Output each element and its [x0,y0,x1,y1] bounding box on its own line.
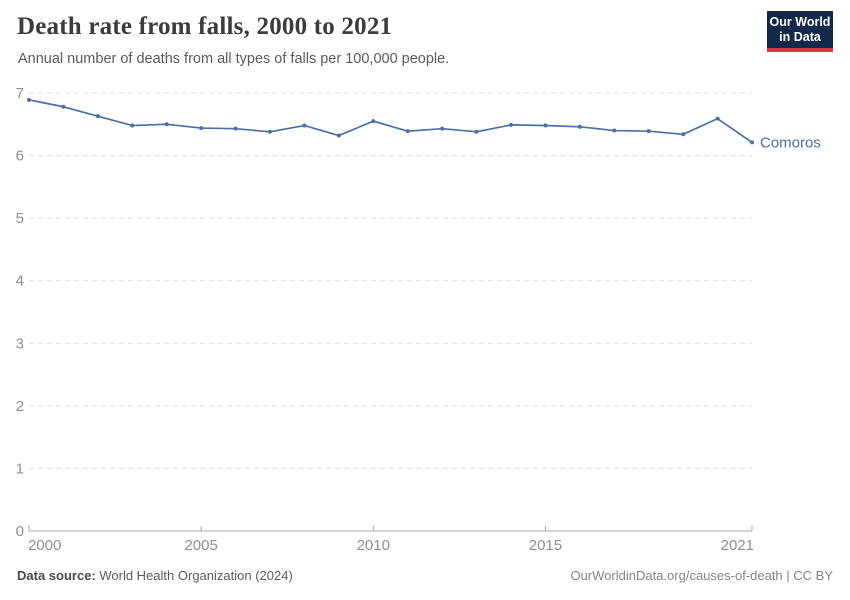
y-tick-label: 5 [16,210,24,227]
data-source-value: World Health Organization (2024) [95,568,293,583]
x-tick-label: 2021 [721,537,754,554]
chart-subtitle: Annual number of deaths from all types o… [18,51,450,67]
data-point[interactable] [715,116,720,121]
y-tick-label: 2 [16,398,24,415]
data-point[interactable] [164,122,169,127]
y-tick-label: 6 [16,148,24,165]
data-point[interactable] [199,126,204,131]
chart-footer: Data source: World Health Organization (… [17,568,833,583]
data-point[interactable] [95,114,100,119]
owid-logo-text: Our World in Data [767,11,833,48]
data-point[interactable] [543,123,548,128]
data-point[interactable] [405,129,410,134]
y-tick-label: 4 [16,273,24,290]
y-tick-label: 0 [16,523,24,540]
data-source-label: Data source: [17,568,96,583]
data-point[interactable] [130,123,135,128]
data-point[interactable] [681,132,686,137]
attribution-link[interactable]: OurWorldinData.org/causes-of-death | CC … [570,568,833,583]
y-tick-label: 1 [16,460,24,477]
owid-logo-red-bar [767,48,833,52]
data-point[interactable] [233,126,238,131]
data-point[interactable] [612,128,617,133]
data-point[interactable] [61,104,66,109]
x-tick-label: 2005 [184,537,217,554]
chart-title: Death rate from falls, 2000 to 2021 [17,13,393,40]
data-point[interactable] [302,123,307,128]
data-source: Data source: World Health Organization (… [17,568,293,583]
x-tick-label: 2000 [28,537,61,554]
x-tick-label: 2015 [529,537,562,554]
data-point[interactable] [750,140,754,145]
y-tick-label: 7 [16,85,24,102]
data-point[interactable] [336,133,341,138]
data-point[interactable] [509,122,513,127]
owid-logo[interactable]: Our World in Data [767,11,833,52]
data-point[interactable] [474,129,479,134]
x-tick-label: 2010 [357,537,390,554]
y-tick-label: 3 [16,335,24,352]
data-point[interactable] [646,129,651,134]
data-point[interactable] [268,129,272,134]
data-point[interactable] [371,119,376,124]
data-point[interactable] [440,126,445,131]
data-point[interactable] [27,97,31,102]
data-point[interactable] [577,124,582,129]
series-label: Comoros [760,134,821,151]
trend-line[interactable] [28,99,753,144]
